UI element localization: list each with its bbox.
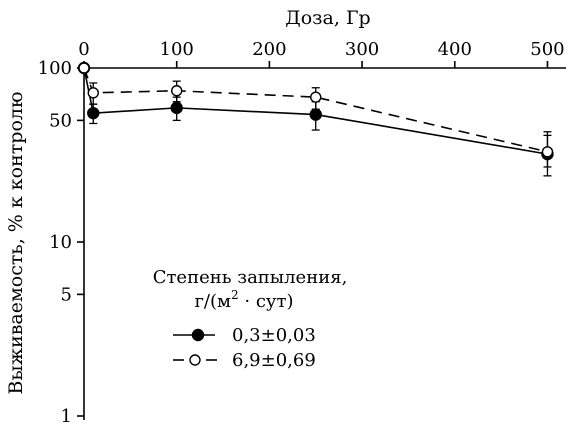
series-2 bbox=[78, 62, 554, 168]
legend-unit-prefix: г/(м bbox=[195, 291, 232, 312]
data-point bbox=[541, 146, 554, 158]
y-axis-title: Выживаемость, % к контролю bbox=[5, 92, 27, 395]
y-tick-label: 100 bbox=[38, 58, 72, 79]
y-tick-label: 50 bbox=[49, 110, 72, 131]
y-tick-label: 1 bbox=[61, 406, 72, 424]
data-point bbox=[170, 101, 183, 115]
x-tick-label: 200 bbox=[252, 39, 286, 60]
legend-label-series-2: 6,9±0,69 bbox=[232, 350, 316, 371]
x-tick-label: 100 bbox=[160, 39, 194, 60]
y-tick-label: 10 bbox=[49, 232, 72, 253]
legend: Степень запыления, г/(м2 · сут) 0,3±0,03… bbox=[153, 267, 348, 371]
legend-label-series-1: 0,3±0,03 bbox=[232, 325, 316, 346]
series-1 bbox=[77, 61, 554, 177]
x-axis-title: Доза, Гр bbox=[285, 7, 370, 29]
y-tick-label: 5 bbox=[61, 284, 72, 305]
data-point bbox=[78, 62, 90, 74]
x-tick-label: 400 bbox=[438, 39, 472, 60]
x-tick-label: 500 bbox=[530, 39, 564, 60]
legend-unit-suffix: · сут) bbox=[239, 291, 294, 312]
data-point bbox=[309, 108, 322, 121]
data-point bbox=[87, 87, 99, 99]
series-layer bbox=[77, 61, 554, 177]
legend-unit-sup: 2 bbox=[231, 288, 239, 302]
legend-title-line1: Степень запыления, bbox=[153, 267, 348, 288]
legend-title-line2: г/(м2 · сут) bbox=[195, 288, 294, 312]
axes: 0 100 200 300 400 500 100 50 10 5 1 bbox=[38, 39, 566, 424]
x-tick-label: 300 bbox=[345, 39, 379, 60]
data-point bbox=[170, 85, 183, 97]
legend-marker-open bbox=[189, 354, 201, 366]
x-tick-label: 0 bbox=[78, 39, 89, 60]
legend-marker-filled bbox=[191, 328, 205, 342]
data-point bbox=[87, 106, 100, 120]
data-point bbox=[310, 91, 322, 103]
